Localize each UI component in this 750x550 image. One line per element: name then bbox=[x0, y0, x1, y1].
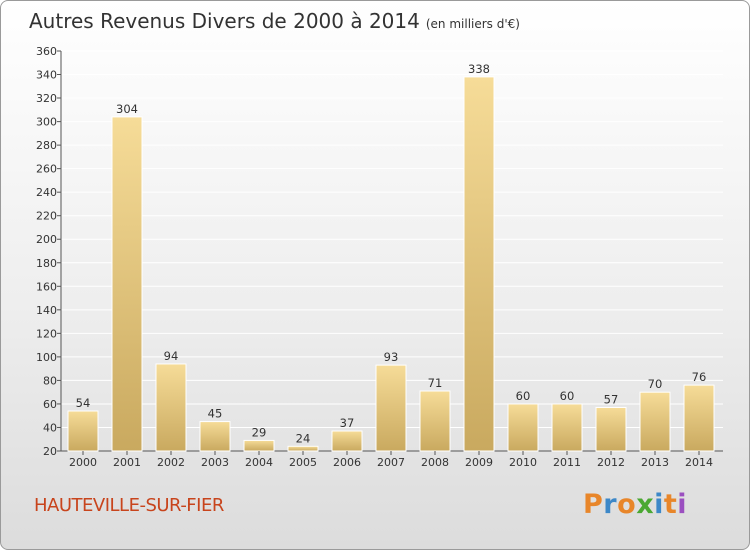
x-tick-label-2011: 2011 bbox=[553, 456, 581, 469]
data-label-2004: 29 bbox=[252, 425, 267, 439]
logo-text: Proxiti bbox=[583, 489, 687, 520]
y-tick-label: 40 bbox=[43, 421, 57, 434]
data-label-2009: 338 bbox=[468, 62, 490, 76]
chart-unit: (en milliers d'€) bbox=[425, 17, 520, 31]
data-label-2012: 57 bbox=[604, 392, 619, 406]
bar-2005 bbox=[287, 445, 319, 452]
y-tick-label: 160 bbox=[36, 280, 57, 293]
x-tick-label-2001: 2001 bbox=[113, 456, 141, 469]
data-label-2010: 60 bbox=[516, 389, 531, 403]
x-tick-label-2009: 2009 bbox=[465, 456, 493, 469]
x-tick-label-2003: 2003 bbox=[201, 456, 229, 469]
y-tick-label: 120 bbox=[36, 327, 57, 340]
data-label-2005: 24 bbox=[296, 431, 311, 445]
bar-2011 bbox=[551, 403, 583, 452]
data-label-2007: 93 bbox=[384, 350, 399, 364]
y-tick-label: 60 bbox=[43, 398, 57, 411]
y-tick-label: 280 bbox=[36, 139, 57, 152]
x-tick-label-2000: 2000 bbox=[69, 456, 97, 469]
data-label-2003: 45 bbox=[208, 407, 223, 421]
bar-2006 bbox=[331, 430, 363, 452]
logo-letter: t bbox=[663, 489, 678, 520]
data-label-2006: 37 bbox=[340, 416, 355, 430]
bar-2013 bbox=[639, 391, 671, 452]
y-tick-label: 20 bbox=[43, 445, 57, 458]
bar-2007 bbox=[375, 364, 407, 452]
bar-2004 bbox=[243, 439, 275, 452]
y-tick-label: 140 bbox=[36, 304, 57, 317]
bar-2001 bbox=[111, 116, 143, 452]
y-tick-label: 320 bbox=[36, 92, 57, 105]
bar-2010 bbox=[507, 403, 539, 452]
y-tick-label: 80 bbox=[43, 374, 57, 387]
x-tick-label-2007: 2007 bbox=[377, 456, 405, 469]
x-tick-label-2014: 2014 bbox=[685, 456, 713, 469]
bar-2003 bbox=[199, 421, 231, 452]
bar-2002 bbox=[155, 363, 187, 452]
x-tick-label-2002: 2002 bbox=[157, 456, 185, 469]
logo-letter: P bbox=[583, 489, 604, 520]
data-label-2011: 60 bbox=[560, 389, 575, 403]
x-axis: 2000 2001 2002 2003 2004 2005 2006 2007 2008 2009… bbox=[69, 451, 713, 469]
logo-letter: x bbox=[636, 489, 655, 520]
chart-title: Autres Revenus Divers de 2000 à 2014 (en … bbox=[29, 9, 520, 33]
logo-letter: r bbox=[603, 489, 618, 520]
y-tick-label: 100 bbox=[36, 351, 57, 364]
y-tick-label: 300 bbox=[36, 116, 57, 129]
x-tick-label-2006: 2006 bbox=[333, 456, 361, 469]
y-tick-label: 360 bbox=[36, 45, 57, 58]
x-tick-label-2012: 2012 bbox=[597, 456, 625, 469]
x-tick-label-2013: 2013 bbox=[641, 456, 669, 469]
y-tick-label: 240 bbox=[36, 186, 57, 199]
logo-letter: o bbox=[617, 489, 637, 520]
data-label-2013: 70 bbox=[648, 377, 663, 391]
bar-2014 bbox=[683, 384, 715, 452]
proxiti-logo: Proxiti bbox=[583, 489, 687, 520]
data-label-2014: 76 bbox=[692, 370, 707, 384]
bar-2009 bbox=[463, 76, 495, 452]
data-label-2001: 304 bbox=[116, 102, 138, 116]
x-tick-label-2008: 2008 bbox=[421, 456, 449, 469]
chart-title-text: Autres Revenus Divers de 2000 à 2014 bbox=[29, 9, 420, 33]
x-tick-label-2005: 2005 bbox=[289, 456, 317, 469]
y-tick-label: 200 bbox=[36, 233, 57, 246]
town-name: HAUTEVILLE-SUR-FIER bbox=[34, 495, 224, 516]
y-tick-label: 220 bbox=[36, 210, 57, 223]
y-tick-label: 340 bbox=[36, 69, 57, 82]
bar-2012 bbox=[595, 406, 627, 452]
data-label-2008: 71 bbox=[428, 376, 443, 390]
bar-2008 bbox=[419, 390, 451, 452]
logo-letter: i bbox=[654, 489, 664, 520]
x-tick-label-2010: 2010 bbox=[509, 456, 537, 469]
y-tick-label: 180 bbox=[36, 257, 57, 270]
logo-letter: i bbox=[677, 489, 688, 520]
bar-2000 bbox=[67, 410, 99, 452]
y-tick-label: 260 bbox=[36, 163, 57, 176]
data-label-2002: 94 bbox=[164, 349, 179, 363]
bars: 54 304 94 45 29 24 37 93 71 338 60 60 57 70 76 bbox=[67, 62, 715, 452]
data-label-2000: 54 bbox=[76, 396, 91, 410]
x-tick-label-2004: 2004 bbox=[245, 456, 273, 469]
